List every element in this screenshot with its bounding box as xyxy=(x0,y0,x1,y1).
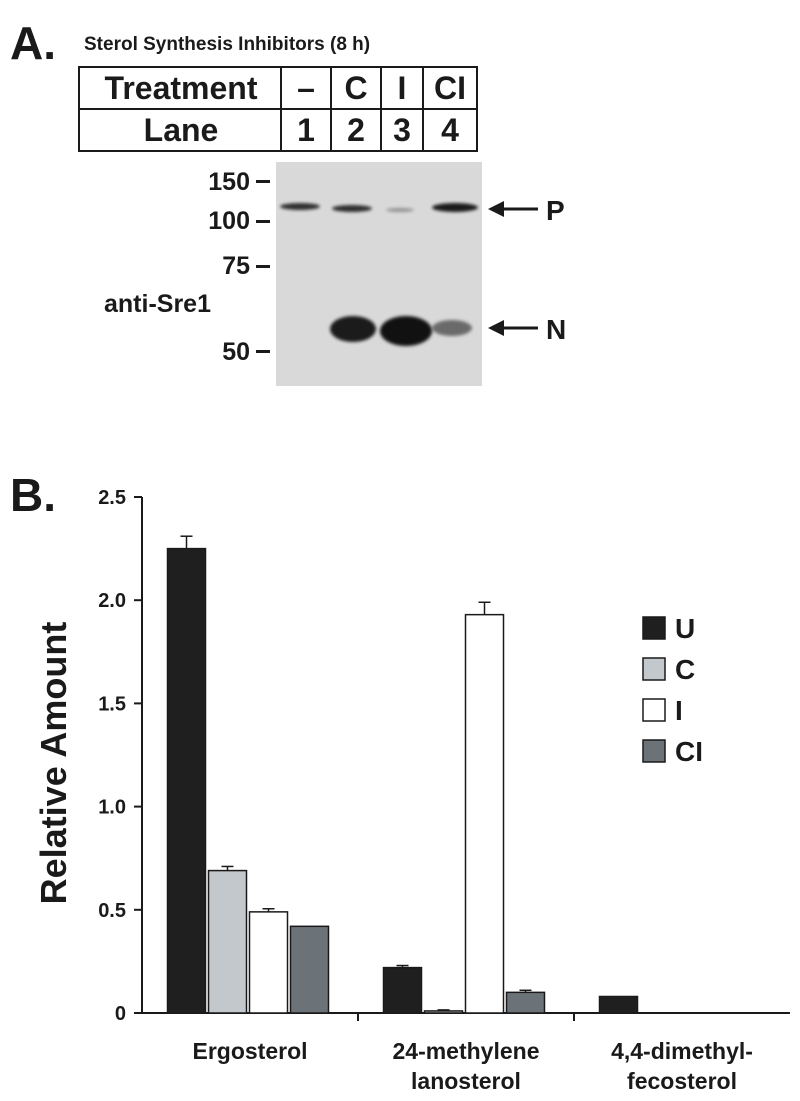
band-precursor-lane1 xyxy=(280,203,320,210)
arrow-precursor xyxy=(488,201,538,217)
legend-swatch-i xyxy=(642,698,666,722)
y-axis-label: Relative Amount xyxy=(33,622,74,905)
bar-u xyxy=(598,995,639,1014)
y-tick-label: 1.5 xyxy=(98,693,126,715)
lane-row: Lane 1 2 3 4 xyxy=(78,108,478,152)
panel-a-label: A. xyxy=(10,17,56,69)
treatment-cell: I xyxy=(380,66,424,110)
band-nuclear-lane4 xyxy=(432,320,472,336)
lane-cell: 2 xyxy=(330,108,382,152)
legend-label-ci: CI xyxy=(675,736,703,767)
legend-swatch-ci xyxy=(642,739,666,763)
treatment-row: Treatment – C I CI xyxy=(78,66,478,110)
western-blot xyxy=(276,162,482,386)
y-tick-label: 0.5 xyxy=(98,900,126,922)
x-category-label: 24-methylene xyxy=(392,1038,539,1064)
treatment-header: Treatment xyxy=(78,66,282,110)
blot-arrows xyxy=(488,201,538,336)
treatment-cell: – xyxy=(280,66,332,110)
arrow-nuclear xyxy=(488,320,538,336)
bar-i xyxy=(464,613,505,1014)
bar-i xyxy=(248,911,289,1014)
mw-marker-100: 100 xyxy=(208,207,250,235)
legend-swatch-u xyxy=(642,616,666,640)
mw-marker-50: 50 xyxy=(222,338,250,366)
mw-tick xyxy=(256,180,270,183)
legend-swatch-c xyxy=(642,657,666,681)
panel-b-label: B. xyxy=(10,469,56,521)
lane-cell: 4 xyxy=(422,108,478,152)
mw-marker-75: 75 xyxy=(222,252,250,280)
mw-marker-150: 150 xyxy=(208,168,250,196)
mw-tick xyxy=(256,350,270,353)
x-category-label: lanosterol xyxy=(411,1068,521,1094)
lane-cell: 3 xyxy=(380,108,424,152)
lane-table: Treatment – C I CI Lane 1 2 3 4 xyxy=(78,66,478,152)
band-precursor-lane3 xyxy=(386,208,414,212)
precursor-label: P xyxy=(546,195,565,226)
lane-cell: 1 xyxy=(280,108,332,152)
bar-c xyxy=(207,869,248,1014)
mw-tick xyxy=(256,265,270,268)
band-nuclear-lane3 xyxy=(380,316,432,346)
x-category-label: Ergosterol xyxy=(192,1038,307,1064)
x-category-label: 4,4-dimethyl- xyxy=(611,1038,753,1064)
legend-label-c: C xyxy=(675,654,695,685)
y-tick-label: 0 xyxy=(115,1003,126,1025)
band-precursor-lane4 xyxy=(432,203,478,212)
treatment-cell: C xyxy=(330,66,382,110)
nuclear-label: N xyxy=(546,314,567,345)
legend-label-i: I xyxy=(675,695,683,726)
bar-u xyxy=(382,966,423,1014)
lane-header: Lane xyxy=(78,108,282,152)
treatment-cell: CI xyxy=(422,66,478,110)
blot-title: Sterol Synthesis Inhibitors (8 h) xyxy=(84,34,371,55)
y-tick-label: 1.0 xyxy=(98,797,126,819)
mw-tick xyxy=(256,220,270,223)
y-tick-label: 2.0 xyxy=(98,590,126,612)
bar-ci xyxy=(505,991,546,1014)
antibody-label: anti-Sre1 xyxy=(104,290,211,318)
legend-label-u: U xyxy=(675,613,695,644)
y-tick-label: 2.5 xyxy=(98,487,126,509)
bar-u xyxy=(166,547,207,1014)
x-category-label: fecosterol xyxy=(627,1068,737,1094)
band-precursor-lane2 xyxy=(332,205,372,212)
bar-ci xyxy=(289,925,330,1014)
bar-c xyxy=(423,1010,464,1014)
band-nuclear-lane2 xyxy=(330,316,376,342)
